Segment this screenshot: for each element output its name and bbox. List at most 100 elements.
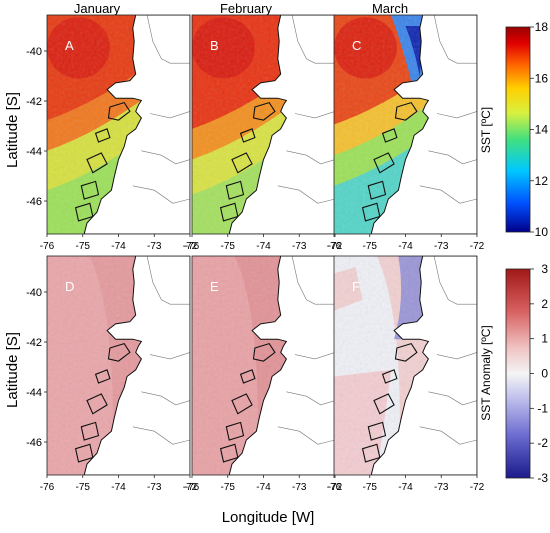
colorbar-label-sst: SST [ºC]	[479, 107, 493, 153]
panel-letter: D	[65, 279, 74, 294]
x-tick-label: -72	[183, 482, 198, 493]
island-outline	[107, 101, 131, 121]
x-tick-label: -74	[256, 482, 271, 493]
island-outline	[381, 369, 398, 384]
x-tick-label: -75	[76, 241, 91, 252]
island-outline	[74, 202, 94, 222]
island-outline	[252, 342, 276, 362]
island-outline	[361, 202, 381, 222]
island-outline	[219, 443, 239, 463]
land-mass	[228, 256, 335, 475]
y-tick-label: -40	[26, 287, 42, 299]
x-tick-label: -76	[327, 482, 342, 493]
region-border	[419, 426, 477, 445]
island-outline	[231, 152, 253, 174]
island-outline	[361, 443, 381, 463]
x-tick-label: -76	[327, 241, 342, 252]
map-panel-c: C	[333, 14, 478, 235]
island-outline	[94, 128, 111, 143]
column-title-march: March	[372, 1, 408, 16]
colorbar-tick-label: 14	[535, 123, 549, 137]
region-border	[433, 256, 477, 305]
island-outline	[373, 393, 395, 415]
island-outline	[252, 101, 276, 121]
panel-letter: B	[210, 38, 219, 53]
colorbar-tick-label: 3	[541, 262, 548, 276]
colorbar-tick-label: -2	[537, 436, 548, 450]
x-tick-label: -72	[470, 241, 485, 252]
island-outline	[86, 152, 108, 174]
panel-letter: F	[352, 279, 360, 294]
map-panel-e: E	[191, 255, 336, 476]
island-outline	[239, 128, 256, 143]
y-tick-label: -46	[26, 196, 42, 208]
land-mass	[228, 15, 335, 234]
land-mass	[83, 15, 190, 234]
x-tick-label: -73	[292, 241, 307, 252]
region-border	[277, 185, 335, 204]
map-panel-f: F	[333, 255, 478, 476]
x-tick-label: -72	[328, 482, 343, 493]
region-border	[141, 150, 190, 165]
land-mass	[370, 256, 477, 475]
island-outline	[86, 393, 108, 415]
island-outline	[225, 180, 245, 200]
x-tick-label: -72	[183, 241, 198, 252]
y-tick-label: -40	[26, 46, 42, 58]
y-axis-label-top: Latitude [S]	[4, 92, 21, 168]
column-title-january: January	[74, 1, 121, 16]
region-border	[132, 426, 190, 445]
colorbar-tick-label: 16	[535, 71, 549, 85]
x-axis-label: Longitude [W]	[222, 509, 315, 526]
region-border	[277, 426, 335, 445]
x-tick-label: -74	[111, 241, 126, 252]
x-tick-label: -76	[185, 241, 200, 252]
x-tick-label: -74	[398, 482, 413, 493]
map-panel-b: B	[191, 14, 336, 235]
colorbar-tick-label: 10	[535, 225, 549, 239]
island-outline	[80, 421, 100, 441]
island-outline	[367, 180, 387, 200]
colorbar-sst	[505, 26, 531, 233]
y-tick-label: -44	[26, 387, 42, 399]
x-tick-label: -76	[40, 482, 55, 493]
region-border	[286, 150, 335, 165]
region-border	[141, 391, 190, 406]
column-title-february: February	[220, 1, 273, 16]
y-axis-label-bottom: Latitude [S]	[4, 332, 21, 408]
x-tick-label: -75	[221, 241, 236, 252]
colorbar-tick-label: -1	[537, 401, 548, 415]
x-tick-label: -73	[147, 241, 162, 252]
island-outline	[94, 369, 111, 384]
region-border	[146, 15, 190, 64]
island-outline	[381, 128, 398, 143]
x-tick-label: -73	[434, 482, 449, 493]
region-border	[294, 111, 335, 119]
x-tick-label: -74	[111, 482, 126, 493]
island-outline	[239, 369, 256, 384]
x-tick-label: -75	[221, 482, 236, 493]
region-border	[294, 352, 335, 360]
region-border	[149, 352, 190, 360]
x-tick-label: -76	[40, 241, 55, 252]
y-tick-label: -42	[26, 337, 42, 349]
x-tick-label: -75	[363, 241, 378, 252]
region-border	[428, 150, 477, 165]
island-outline	[74, 443, 94, 463]
region-border	[419, 185, 477, 204]
island-outline	[394, 101, 418, 121]
region-border	[428, 391, 477, 406]
colorbar-label-anomaly: SST Anomaly [ºC]	[479, 325, 493, 421]
x-tick-label: -72	[328, 241, 343, 252]
y-tick-label: -44	[26, 146, 42, 158]
island-outline	[225, 421, 245, 441]
colorbar-tick-label: 0	[541, 367, 548, 381]
x-tick-label: -72	[470, 482, 485, 493]
region-border	[433, 15, 477, 64]
panel-letter: C	[352, 38, 361, 53]
region-border	[286, 391, 335, 406]
region-border	[291, 256, 335, 305]
panel-letter: A	[65, 38, 74, 53]
